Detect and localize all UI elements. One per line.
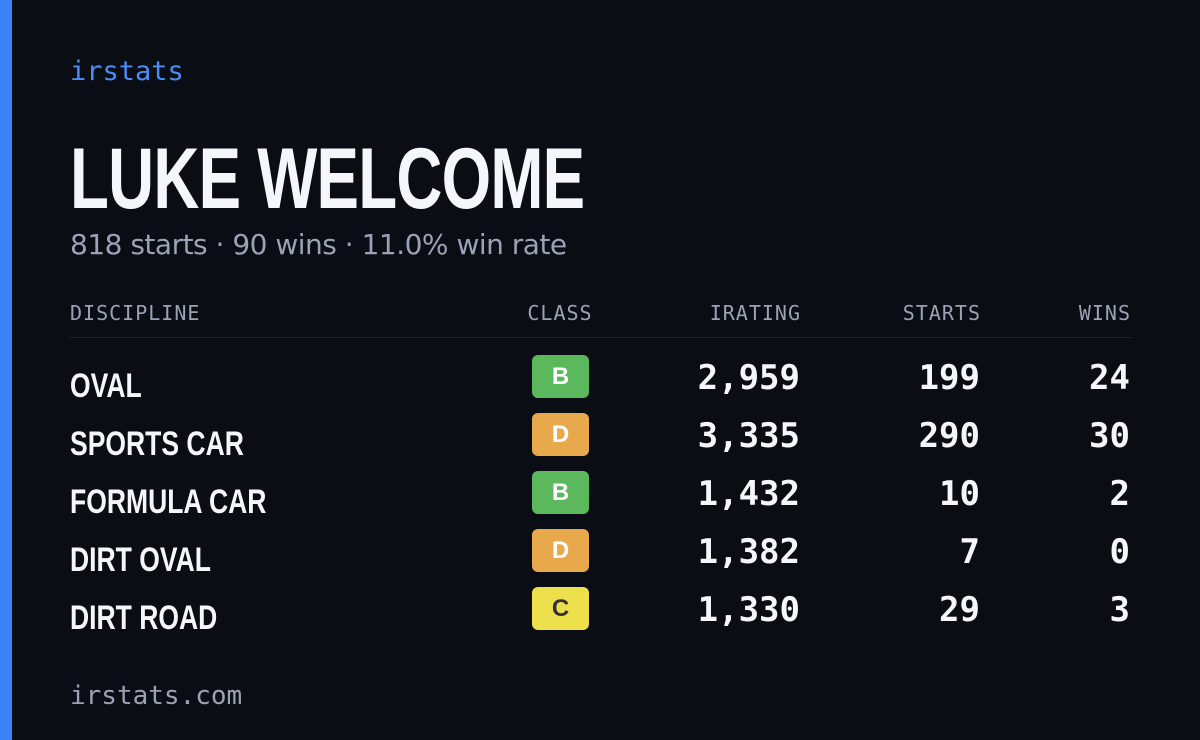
discipline: FORMULA CAR: [70, 483, 267, 521]
driver-name: LUKE WELCOME: [70, 131, 585, 227]
discipline: OVAL: [70, 367, 142, 405]
stat-value: 3: [1109, 590, 1130, 630]
stat-value: 2: [1109, 474, 1130, 514]
stat-value: 3,335: [697, 416, 800, 456]
class-badge: C: [532, 587, 589, 630]
stat-value: 0: [1109, 532, 1130, 572]
header-rule: [70, 337, 1132, 338]
brand: irstats: [70, 56, 184, 87]
class-badge: B: [532, 471, 589, 514]
column-header: WINS: [1078, 301, 1131, 325]
discipline: SPORTS CAR: [70, 425, 244, 463]
stat-value: 1,382: [697, 532, 800, 572]
stat-value: 1,330: [697, 590, 800, 630]
discipline: DIRT OVAL: [70, 541, 211, 579]
class-badge: B: [532, 355, 589, 398]
column-header: DISCIPLINE: [70, 301, 201, 325]
column-header: STARTS: [902, 301, 981, 325]
footer: irstats.com: [70, 681, 243, 711]
class-badge: D: [532, 413, 589, 456]
column-header: IRATING: [709, 301, 801, 325]
stat-value: 10: [939, 474, 980, 514]
stat-value: 24: [1089, 358, 1130, 398]
accent-bar: [0, 0, 12, 740]
stat-value: 199: [918, 358, 980, 398]
stat-value: 7: [959, 532, 980, 572]
class-badge: D: [532, 529, 589, 572]
stat-value: 1,432: [697, 474, 800, 514]
stat-value: 29: [939, 590, 980, 630]
stat-value: 2,959: [697, 358, 800, 398]
summary: 818 starts · 90 wins · 11.0% win rate: [70, 228, 567, 261]
stat-value: 30: [1089, 416, 1130, 456]
discipline: DIRT ROAD: [70, 599, 218, 637]
stat-value: 290: [918, 416, 980, 456]
column-header: CLASS: [527, 301, 593, 325]
